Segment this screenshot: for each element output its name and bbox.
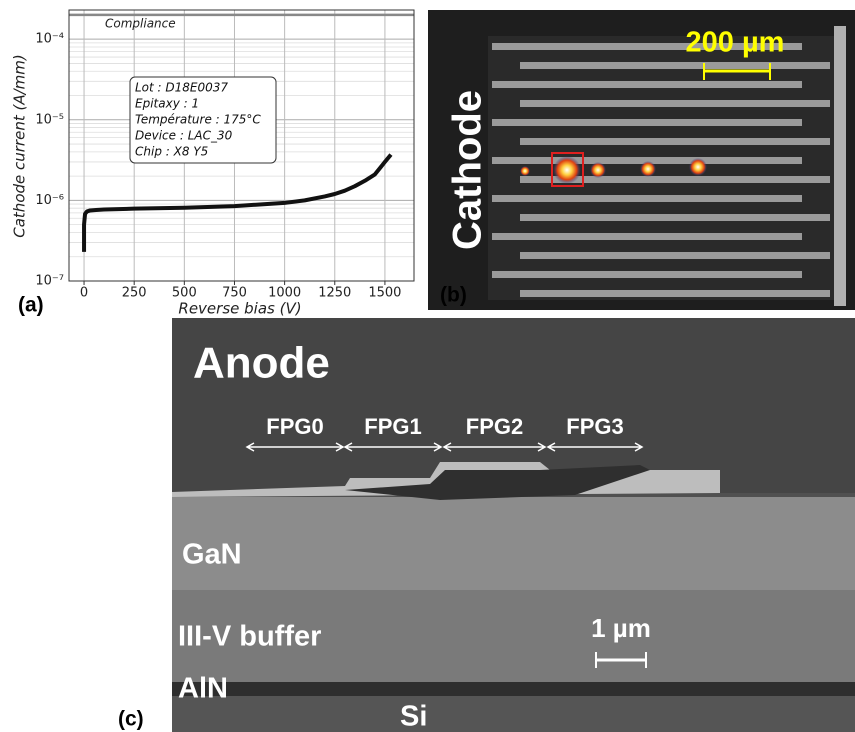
device-area — [488, 36, 838, 300]
layer-label: AlN — [178, 673, 228, 705]
finger — [520, 100, 830, 107]
x-tick-label: 1000 — [268, 286, 301, 301]
x-tick-label: 750 — [222, 286, 247, 301]
hotspot — [553, 156, 581, 184]
finger — [492, 43, 802, 50]
layer-label: Si — [400, 701, 427, 732]
finger — [520, 138, 830, 145]
info-line: Température : 175°C — [135, 113, 261, 127]
x-tick-label: 250 — [122, 286, 147, 301]
cathode-label: Cathode — [446, 90, 490, 250]
x-tick-label: 0 — [80, 286, 88, 301]
hotspot-box — [551, 152, 584, 187]
scale-label: 1 µm — [591, 613, 651, 643]
plot-border — [68, 9, 415, 282]
panel-b — [428, 10, 855, 310]
panel-label: (a) — [18, 294, 44, 317]
info-line: Epitaxy : 1 — [135, 97, 199, 111]
panel-c: FPG0 FPG1 FPG2 FPG3 GaN III-V buffer AlN Si — [172, 318, 855, 732]
panel-label: (c) — [118, 708, 144, 731]
anode-label: Anode — [193, 339, 330, 388]
finger — [520, 176, 830, 183]
finger — [492, 157, 802, 164]
finger — [520, 252, 830, 259]
plate-label: FPG1 — [364, 414, 421, 439]
plate-arrow — [546, 442, 644, 452]
field-plate — [345, 465, 650, 500]
plate-label: FPG3 — [566, 414, 623, 439]
plate-label: FPG2 — [466, 414, 523, 439]
finger — [492, 195, 802, 202]
finger — [492, 81, 802, 88]
x-tick-label: 1500 — [368, 286, 401, 301]
y-tick-label: 10⁻⁷ — [35, 274, 64, 289]
finger — [492, 271, 802, 278]
info-line: Lot : D18E0037 — [135, 81, 228, 95]
info-box — [129, 76, 277, 164]
compliance-label: Compliance — [105, 16, 176, 30]
hotspot — [689, 158, 707, 176]
hotspot — [640, 161, 656, 177]
finger — [492, 233, 802, 240]
x-tick-label: 500 — [172, 286, 197, 301]
plate-arrow — [245, 442, 345, 452]
finger — [492, 119, 802, 126]
buffer-layer — [172, 590, 855, 682]
info-line: Device : LAC_30 — [135, 129, 233, 143]
scale-label: 200 µm — [686, 27, 785, 59]
finger — [520, 290, 830, 297]
si-layer — [172, 696, 855, 732]
layer-label: GaN — [182, 539, 242, 571]
aln-layer — [172, 682, 855, 696]
data-line — [82, 153, 393, 252]
hotspot — [590, 162, 606, 178]
pad — [834, 26, 846, 306]
finger — [520, 214, 830, 221]
hotspot — [520, 166, 530, 176]
plate-arrow — [343, 442, 443, 452]
plate-arrow — [442, 442, 547, 452]
y-tick-label: 10⁻⁶ — [35, 193, 64, 208]
info-line: Chip : X8 Y5 — [135, 145, 208, 159]
y-axis-label: Cathode current (A/mm) — [11, 54, 29, 237]
panel-label: (b) — [440, 284, 467, 307]
x-tick-label: 1250 — [318, 286, 351, 301]
y-tick-label: 10⁻⁵ — [35, 112, 64, 127]
y-tick-label: 10⁻⁴ — [35, 32, 64, 47]
plate-label: FPG0 — [266, 414, 323, 439]
x-axis-label: Reverse bias (V) — [178, 300, 301, 318]
panel-a: 10⁻⁷ 10⁻⁶ 10⁻⁵ 10⁻⁴ 0 250 500 750 1000 1250 1500 Co… — [35, 9, 415, 301]
gan-layer — [172, 497, 855, 590]
finger — [520, 62, 830, 69]
layer-label: III-V buffer — [178, 621, 321, 653]
